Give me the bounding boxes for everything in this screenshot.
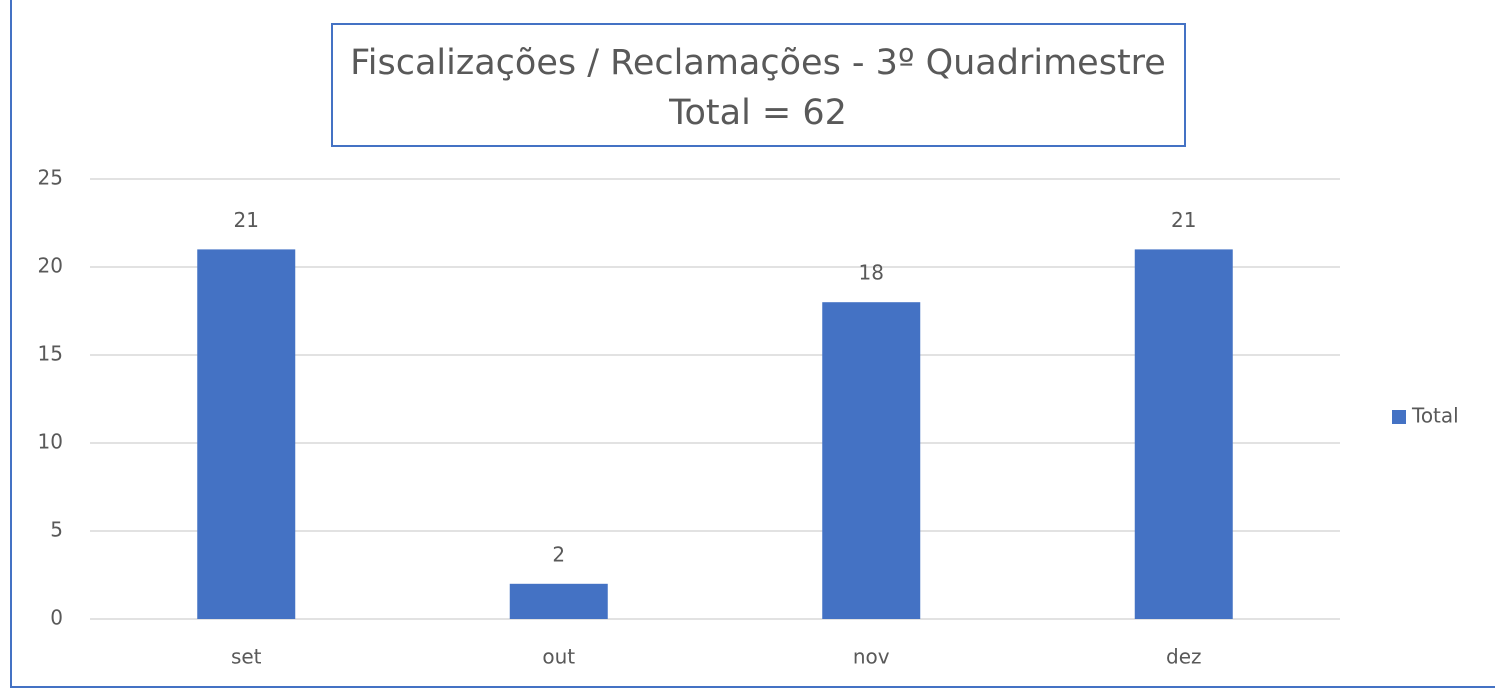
- x-tick-label: set: [231, 645, 262, 669]
- y-tick-label: 20: [38, 254, 63, 278]
- x-tick-label: out: [542, 645, 575, 669]
- data-label: 18: [859, 261, 884, 285]
- chart-subtitle: Total = 62: [668, 93, 847, 133]
- x-tick-label: nov: [853, 645, 890, 669]
- chart-border: [10, 0, 1495, 688]
- data-label: 2: [552, 542, 565, 566]
- data-label: 21: [234, 208, 259, 232]
- bar: [197, 249, 296, 619]
- title-box: [331, 23, 1186, 147]
- data-label: 21: [1171, 208, 1196, 232]
- bar: [1134, 249, 1233, 619]
- x-tick-label: dez: [1166, 645, 1202, 669]
- y-tick-label: 15: [38, 342, 63, 366]
- y-tick-label: 5: [50, 518, 63, 542]
- y-tick-label: 10: [38, 430, 63, 454]
- y-tick-label: 25: [38, 166, 63, 190]
- legend-swatch: [1392, 410, 1406, 424]
- bar: [822, 302, 921, 619]
- chart-title: Fiscalizações / Reclamações - 3º Quadrim…: [350, 43, 1166, 83]
- legend-label: Total: [1411, 404, 1459, 428]
- bar: [509, 583, 608, 619]
- y-tick-label: 0: [50, 606, 63, 630]
